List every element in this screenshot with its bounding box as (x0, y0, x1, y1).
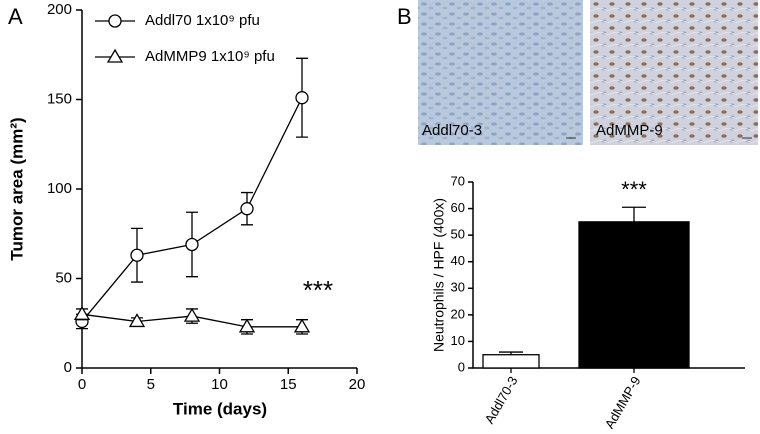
error-bar (622, 206, 646, 222)
y-tick-label: 40 (451, 253, 465, 268)
marker (293, 318, 311, 333)
y-tick-label: 70 (451, 173, 465, 188)
panel-label: B (397, 4, 412, 29)
bar (578, 221, 690, 369)
marker (295, 91, 309, 105)
x-tick-label: 15 (280, 376, 297, 393)
x-tick-label: AdMMP-9 (602, 374, 644, 429)
marker (128, 313, 146, 328)
y-axis-label: Tumor area (mm²) (7, 117, 26, 260)
legend-label: AdMMP9 1x10⁹ pfu (145, 48, 275, 65)
x-tick-label: 20 (349, 376, 366, 393)
legend-label: Addl70 1x10⁹ pfu (145, 12, 260, 29)
image-label: Addl70-3 (422, 122, 482, 139)
annotation: *** (621, 177, 647, 202)
bar (482, 354, 540, 369)
y-tick-label: 150 (47, 90, 72, 107)
x-tick-label: Addl70-3 (482, 374, 521, 427)
x-tick-label: 0 (78, 376, 86, 393)
y-tick-label: 200 (47, 1, 72, 18)
error-bar (499, 351, 523, 355)
marker (108, 14, 122, 28)
y-tick-label: 20 (451, 306, 465, 321)
y-tick-label: 0 (64, 359, 72, 376)
y-tick-label: 10 (451, 333, 465, 348)
panel-label: A (8, 4, 23, 29)
marker (130, 248, 144, 262)
x-axis-label: Time (days) (173, 399, 267, 418)
marker (106, 48, 124, 63)
marker (185, 237, 199, 252)
marker (238, 318, 256, 333)
y-axis-label: Neutrophils / HPF (400x) (431, 198, 447, 352)
annotation: *** (303, 275, 333, 305)
x-tick-label: 5 (147, 376, 155, 393)
y-tick-label: 60 (451, 200, 465, 215)
image-label: AdMMP-9 (596, 122, 663, 139)
y-tick-label: 100 (47, 180, 72, 197)
marker (240, 202, 254, 216)
y-tick-label: 0 (458, 359, 465, 374)
y-tick-label: 50 (55, 269, 72, 286)
marker (73, 306, 91, 320)
series-line (81, 97, 303, 322)
micrograph (418, 0, 583, 145)
x-tick-label: 10 (211, 376, 228, 393)
y-tick-label: 50 (451, 227, 465, 242)
marker (183, 307, 201, 322)
micrograph (590, 0, 758, 145)
y-tick-label: 30 (451, 280, 465, 295)
